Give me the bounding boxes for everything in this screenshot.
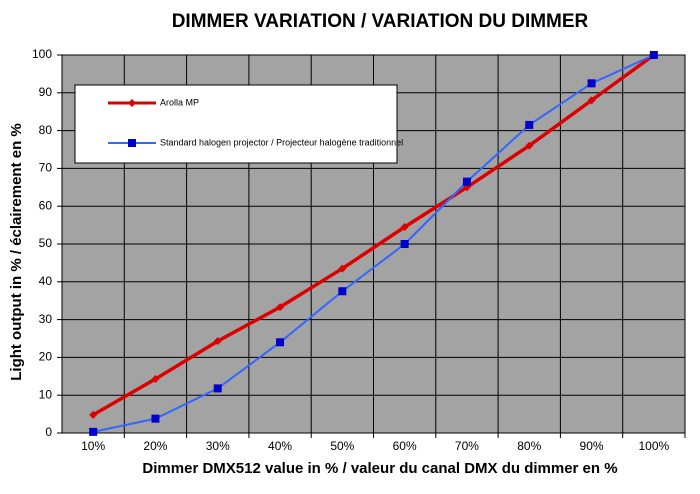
x-tick-label: 80% xyxy=(517,439,541,453)
data-point xyxy=(400,222,409,231)
data-point xyxy=(525,141,534,150)
x-tick-label: 50% xyxy=(330,439,354,453)
legend-label: Standard halogen projector / Projecteur … xyxy=(160,137,403,147)
series-line xyxy=(92,54,655,433)
y-tick-label: 10 xyxy=(39,387,53,401)
y-axis-label: Light output in % / éclairement en % xyxy=(8,123,25,381)
data-point xyxy=(587,96,596,105)
y-tick-label: 50 xyxy=(39,236,53,250)
y-tick-label: 30 xyxy=(39,312,53,326)
y-tick-label: 40 xyxy=(39,274,53,288)
data-point xyxy=(213,337,222,346)
data-point xyxy=(525,120,534,129)
chart-title: DIMMER VARIATION / VARIATION DU DIMMER xyxy=(172,11,589,32)
series-line xyxy=(92,53,655,417)
data-point xyxy=(151,374,160,383)
data-point xyxy=(338,264,347,273)
legend-label: Arolla MP xyxy=(160,97,199,107)
x-tick-label: 90% xyxy=(580,439,604,453)
legend-marker xyxy=(128,139,136,147)
x-tick-label: 30% xyxy=(206,439,230,453)
data-point xyxy=(587,79,596,88)
data-point xyxy=(213,384,222,393)
data-point xyxy=(89,410,98,419)
data-point xyxy=(400,240,409,248)
x-tick-label: 100% xyxy=(638,439,669,453)
y-tick-label: 100 xyxy=(32,47,52,61)
y-tick-label: 0 xyxy=(45,425,52,439)
data-point xyxy=(649,51,658,59)
y-tick-label: 70 xyxy=(39,161,53,175)
data-point xyxy=(151,414,160,423)
y-tick-label: 80 xyxy=(39,123,53,137)
data-point xyxy=(89,427,98,436)
legend-box xyxy=(74,84,398,164)
data-point xyxy=(276,338,285,347)
x-tick-label: 20% xyxy=(143,439,167,453)
x-axis-label: Dimmer DMX512 value in % / valeur du can… xyxy=(142,460,617,477)
data-point xyxy=(276,303,285,312)
x-tick-label: 70% xyxy=(455,439,479,453)
legend-marker xyxy=(128,99,136,107)
y-tick-label: 90 xyxy=(39,85,53,99)
y-tick-label: 60 xyxy=(39,198,53,212)
data-point xyxy=(338,287,347,296)
x-tick-label: 10% xyxy=(81,439,105,453)
x-tick-label: 60% xyxy=(393,439,417,453)
x-tick-label: 40% xyxy=(268,439,292,453)
y-tick-label: 20 xyxy=(39,350,53,364)
data-point xyxy=(462,177,471,186)
